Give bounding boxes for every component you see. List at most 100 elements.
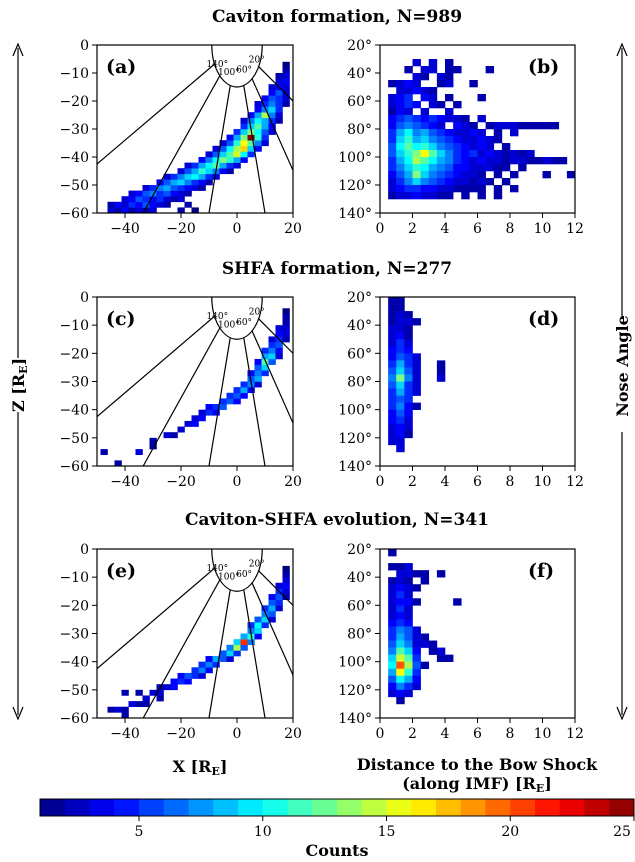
heatmap-cell bbox=[261, 616, 269, 623]
heatmap-cell bbox=[282, 73, 290, 79]
heatmap-cell bbox=[461, 178, 470, 186]
heatmap-cell bbox=[275, 106, 283, 113]
heatmap-cell bbox=[396, 654, 405, 662]
heatmap-cell bbox=[268, 95, 276, 102]
heatmap-cell bbox=[436, 157, 446, 165]
heatmap-cell bbox=[469, 164, 478, 172]
heatmap-cell bbox=[170, 173, 178, 180]
heatmap-cell bbox=[396, 374, 405, 382]
heatmap-cell bbox=[396, 129, 405, 137]
heatmap-cell bbox=[461, 122, 470, 130]
heatmap-cell bbox=[233, 134, 241, 141]
heatmap-cell bbox=[396, 437, 405, 446]
heatmap-cell bbox=[184, 190, 192, 197]
colorbar-segment bbox=[262, 799, 288, 816]
heatmap-cell bbox=[142, 185, 150, 191]
y-tick-label: 20° bbox=[347, 38, 372, 54]
heatmap-cell bbox=[198, 173, 206, 180]
heatmap-cell bbox=[485, 178, 495, 186]
heatmap-cell bbox=[493, 157, 503, 165]
heatmap-cell bbox=[412, 654, 421, 662]
heatmap-cell bbox=[420, 136, 430, 144]
heatmap-cell bbox=[191, 173, 199, 180]
heatmap-cell bbox=[261, 605, 269, 612]
heatmap-cell bbox=[428, 101, 438, 109]
heatmap-cell bbox=[282, 582, 290, 589]
heatmap-cell bbox=[388, 374, 397, 382]
heatmap-cell bbox=[268, 112, 276, 119]
x-tick-label: 2 bbox=[408, 221, 417, 237]
heatmap-cell bbox=[420, 661, 430, 670]
colorbar-segment bbox=[163, 799, 189, 816]
y-tick-label: 100° bbox=[338, 403, 372, 419]
heatmap-cell bbox=[412, 318, 421, 326]
heatmap-cell bbox=[184, 420, 192, 427]
y-tick-label: −10 bbox=[59, 318, 89, 334]
panel-label-a: (a) bbox=[106, 56, 136, 78]
heatmap-cell bbox=[404, 94, 413, 102]
heatmap-cell bbox=[396, 108, 405, 116]
colorbar-segment bbox=[609, 799, 635, 816]
heatmap-cell bbox=[501, 178, 511, 186]
heatmap-cell bbox=[404, 388, 413, 396]
heatmap-cell bbox=[142, 190, 150, 197]
heatmap-cell bbox=[396, 598, 405, 606]
heatmap-cell bbox=[282, 571, 290, 578]
heatmap-cell bbox=[404, 66, 413, 74]
heatmap-cell bbox=[420, 185, 430, 193]
heatmap-cell bbox=[191, 185, 199, 191]
heatmap-cell bbox=[420, 73, 430, 81]
heatmap-cell bbox=[388, 304, 397, 312]
heatmap-cell bbox=[412, 171, 421, 179]
heatmap-cell bbox=[254, 145, 262, 152]
heatmap-cell bbox=[254, 364, 262, 371]
heatmap-cell bbox=[163, 196, 171, 203]
colorbar-segment bbox=[411, 799, 437, 816]
heatmap-cell bbox=[240, 134, 248, 141]
heatmap-cell bbox=[493, 171, 503, 179]
heatmap-cell bbox=[240, 387, 248, 394]
nose-angle-label: Nose Angle bbox=[613, 315, 632, 417]
heatmap-cell bbox=[396, 360, 405, 368]
heatmap-cell bbox=[388, 80, 397, 88]
heatmap-cell bbox=[254, 134, 262, 141]
heatmap-cell bbox=[412, 164, 421, 172]
heatmap-cell bbox=[404, 374, 413, 382]
heatmap-cell bbox=[142, 695, 150, 702]
heatmap-cell bbox=[156, 190, 164, 197]
heatmap-cell bbox=[404, 192, 413, 200]
heatmap-cell bbox=[191, 415, 199, 422]
colorbar-segment bbox=[139, 799, 165, 816]
heatmap-cell bbox=[396, 675, 405, 684]
heatmap-cell bbox=[388, 325, 397, 333]
heatmap-cell bbox=[149, 207, 157, 213]
heatmap-cell bbox=[445, 150, 454, 158]
heatmap-cell bbox=[404, 185, 413, 193]
heatmap-cell bbox=[485, 150, 495, 158]
heatmap-cell bbox=[135, 207, 143, 213]
heatmap-cell bbox=[282, 577, 290, 584]
title-shfa-formation: SHFA formation, N=277 bbox=[222, 259, 452, 279]
distance-axis-label-line2: (along IMF) [RE] bbox=[402, 774, 552, 795]
heatmap-cell bbox=[205, 179, 213, 186]
heatmap-cell bbox=[388, 598, 397, 606]
heatmap-cell bbox=[219, 404, 227, 410]
heatmap-cell bbox=[404, 395, 413, 403]
heatmap-cell bbox=[254, 616, 262, 623]
heatmap-cell bbox=[428, 115, 438, 123]
colorbar-segment bbox=[361, 799, 387, 816]
heatmap-cell bbox=[396, 367, 405, 375]
heatmap-cell bbox=[485, 136, 495, 144]
heatmap-cell bbox=[191, 162, 199, 169]
heatmap-cell bbox=[404, 619, 413, 627]
x-tick-label: 12 bbox=[566, 726, 584, 742]
heatmap-cell bbox=[219, 168, 227, 175]
heatmap-cell bbox=[469, 157, 478, 165]
heatmap-cell bbox=[453, 115, 462, 123]
heatmap-cell bbox=[526, 157, 535, 165]
heatmap-cell bbox=[240, 151, 248, 158]
earth-circle bbox=[211, 297, 263, 340]
heatmap-cell bbox=[254, 627, 262, 634]
heatmap-cell bbox=[268, 616, 276, 623]
